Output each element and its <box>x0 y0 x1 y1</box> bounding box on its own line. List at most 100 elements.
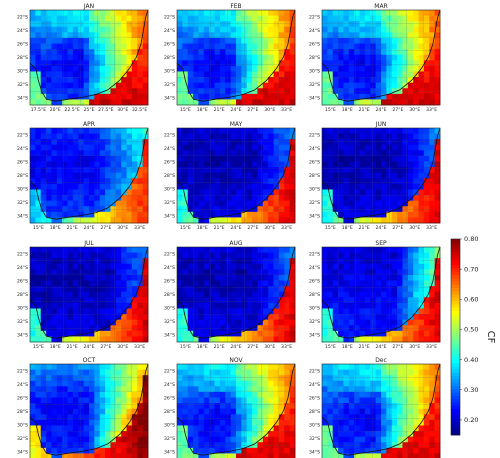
heatmap-cell <box>354 71 360 78</box>
heatmap-cell <box>284 200 291 207</box>
heatmap-cell <box>338 21 344 28</box>
heatmap-cell <box>198 369 205 376</box>
heatmap-cell <box>219 88 226 95</box>
x-tick-label: 15°E <box>180 225 191 231</box>
heatmap-cell <box>278 308 285 315</box>
heatmap-cell <box>359 54 366 61</box>
heatmap-cell <box>289 26 296 33</box>
heatmap-cell <box>105 314 111 321</box>
heatmap-cell <box>386 380 393 387</box>
heatmap-cell <box>332 82 339 89</box>
heatmap-cell <box>110 10 117 16</box>
heatmap-cell <box>429 375 436 382</box>
heatmap-cell <box>268 330 274 337</box>
heatmap-cell <box>131 77 138 84</box>
heatmap-cell <box>110 172 117 179</box>
heatmap-cell <box>273 286 280 293</box>
heatmap-cell <box>209 139 215 146</box>
heatmap-cells <box>322 247 441 343</box>
colorbar-segment <box>451 252 460 256</box>
heatmap-cell <box>268 386 274 393</box>
heatmap-cell <box>246 274 253 281</box>
heatmap-cell <box>99 453 106 458</box>
heatmap-cell <box>89 291 95 298</box>
heatmap-cell <box>354 297 360 304</box>
heatmap-cell <box>343 408 350 415</box>
heatmap-cell <box>241 167 248 174</box>
heatmap-cell <box>327 391 334 398</box>
heatmap-cell <box>370 37 377 44</box>
heatmap-cell <box>94 93 101 100</box>
heatmap-cell <box>322 183 328 190</box>
heatmap-cell <box>230 269 237 276</box>
heatmap-cell <box>94 403 101 410</box>
heatmap-cell <box>99 330 106 337</box>
heatmap-cell <box>327 291 334 298</box>
heatmap-cell <box>78 93 85 100</box>
heatmap-cell <box>177 319 183 326</box>
heatmap-cell <box>332 150 339 157</box>
heatmap-cell <box>375 258 382 265</box>
heatmap-cell <box>121 297 127 304</box>
heatmap-cell <box>56 10 63 16</box>
heatmap-cell <box>177 65 183 72</box>
heatmap-cell <box>131 403 138 410</box>
heatmap-cell <box>262 447 269 454</box>
heatmap-cell <box>78 425 85 432</box>
heatmap-cell <box>35 408 42 415</box>
heatmap-cell <box>182 128 189 134</box>
heatmap-cell <box>391 291 398 298</box>
heatmap-cell <box>423 65 430 72</box>
heatmap-cell <box>30 302 36 309</box>
heatmap-cell <box>56 161 63 168</box>
heatmap-cell <box>214 291 221 298</box>
heatmap-cell <box>225 436 232 443</box>
heatmap-cell <box>35 150 42 157</box>
heatmap-cell <box>177 15 183 22</box>
heatmap-cell <box>429 155 436 162</box>
heatmap-cell <box>284 10 291 16</box>
heatmap-cell <box>257 88 264 95</box>
heatmap-cell <box>262 206 269 213</box>
heatmap-cell <box>219 10 226 16</box>
heatmap-cell <box>115 10 122 16</box>
heatmap-cell <box>214 195 221 202</box>
heatmap-cell <box>40 297 47 304</box>
heatmap-cell <box>177 269 183 276</box>
heatmap-cell <box>423 54 430 61</box>
heatmap-cell <box>230 10 237 16</box>
heatmap-cell <box>177 308 183 315</box>
heatmap-cell <box>246 419 253 426</box>
heatmap-cell <box>241 37 248 44</box>
heatmap-cell <box>434 291 441 298</box>
heatmap-cell <box>359 71 366 78</box>
heatmap-cell <box>273 447 280 454</box>
heatmap-cell <box>30 258 36 265</box>
heatmap-cell <box>423 252 430 259</box>
heatmap-cell <box>370 217 377 224</box>
heatmap-cell <box>30 211 36 218</box>
heatmap-cell <box>434 364 441 370</box>
heatmap-cell <box>413 442 419 449</box>
heatmap-cell <box>354 49 360 56</box>
y-tick-label: 30°S <box>164 69 175 75</box>
heatmap-cell <box>115 386 122 393</box>
heatmap-cell <box>423 447 430 454</box>
heatmap-cell <box>131 364 138 370</box>
heatmap-cell <box>177 386 183 393</box>
heatmap-cell <box>348 54 355 61</box>
heatmap-cell <box>51 189 58 196</box>
heatmap-cell <box>257 37 264 44</box>
heatmap-cell <box>142 195 149 202</box>
heatmap-cell <box>359 206 366 213</box>
heatmap-cell <box>105 54 111 61</box>
heatmap-cell <box>322 32 328 39</box>
heatmap-cell <box>182 21 189 28</box>
heatmap-cell <box>273 431 280 438</box>
heatmap-cell <box>110 386 117 393</box>
heatmap-cell <box>413 408 419 415</box>
colorbar-segment <box>451 297 460 302</box>
heatmap-cell <box>359 425 366 432</box>
heatmap-cell <box>193 403 199 410</box>
heatmap-cell <box>273 189 280 196</box>
